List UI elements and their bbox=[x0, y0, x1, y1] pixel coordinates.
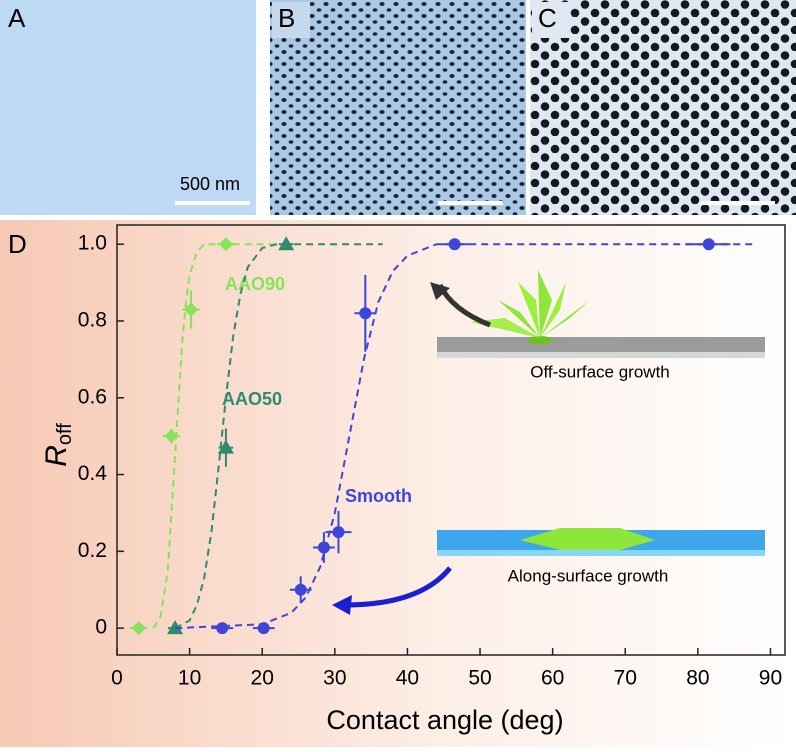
point bbox=[332, 526, 345, 539]
annotation: Along-surface growth bbox=[508, 566, 669, 585]
inset-along-surface bbox=[332, 528, 765, 615]
point bbox=[218, 237, 233, 252]
point bbox=[217, 439, 234, 454]
y-tick-label: 1.0 bbox=[78, 232, 107, 255]
fit-line bbox=[174, 243, 383, 630]
y-axis-label-main: R bbox=[40, 445, 73, 467]
point bbox=[216, 622, 229, 635]
panel-label: D bbox=[8, 229, 27, 259]
x-tick-label: 70 bbox=[614, 667, 637, 690]
series-label: AAO90 bbox=[225, 274, 285, 294]
panel-label: B bbox=[278, 3, 295, 33]
plot-frame bbox=[116, 224, 786, 656]
panel-label: A bbox=[8, 3, 26, 33]
y-tick-label: 0.2 bbox=[78, 539, 107, 562]
y-tick-label: 0.6 bbox=[78, 385, 107, 408]
x-tick-label: 30 bbox=[323, 667, 346, 690]
point bbox=[294, 583, 307, 596]
inset-off-surface bbox=[430, 270, 765, 358]
point bbox=[257, 622, 270, 635]
x-tick-label: 90 bbox=[759, 667, 782, 690]
point bbox=[278, 236, 295, 251]
y-tick-label: 0.4 bbox=[78, 462, 108, 485]
y-axis-label: Roff bbox=[40, 423, 76, 467]
x-tick-label: 40 bbox=[396, 667, 419, 690]
y-axis-label-sub: off bbox=[54, 423, 76, 445]
image-c bbox=[530, 0, 796, 215]
x-tick-label: 0 bbox=[111, 667, 123, 690]
image-b bbox=[270, 0, 526, 215]
y-tick-label: 0 bbox=[95, 616, 107, 639]
x-tick-label: 50 bbox=[468, 667, 491, 690]
annotation: Off-surface growth bbox=[530, 362, 670, 381]
point bbox=[359, 307, 372, 320]
label-bg bbox=[532, 2, 570, 38]
image-a bbox=[0, 0, 256, 215]
panel-label: C bbox=[538, 3, 557, 33]
fit-line bbox=[152, 243, 277, 629]
x-tick-label: 20 bbox=[251, 667, 274, 690]
x-tick-label: 80 bbox=[686, 667, 709, 690]
scale-bar-label: 500 nm bbox=[180, 174, 240, 194]
x-axis-label: Contact angle (deg) bbox=[326, 705, 563, 735]
point bbox=[317, 541, 330, 554]
point bbox=[448, 238, 461, 251]
series-label: AAO50 bbox=[222, 389, 282, 409]
x-tick-label: 60 bbox=[541, 667, 564, 690]
series-label: Smooth bbox=[345, 486, 412, 506]
point bbox=[164, 429, 179, 444]
point bbox=[131, 621, 146, 636]
x-tick-label: 10 bbox=[178, 667, 201, 690]
label-bg bbox=[272, 2, 310, 38]
y-tick-label: 0.8 bbox=[78, 309, 107, 332]
point bbox=[702, 238, 715, 251]
label-bg bbox=[0, 2, 40, 38]
point bbox=[184, 302, 199, 317]
panel-background bbox=[0, 220, 796, 747]
